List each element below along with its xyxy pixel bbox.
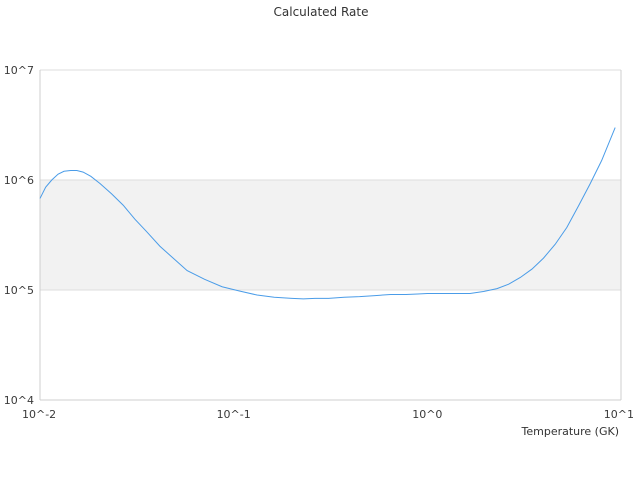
y-tick-label: 10^6 bbox=[4, 174, 34, 187]
series-layer bbox=[39, 127, 616, 300]
tick-labels: 10^-2 10^-1 10^0 10^1 10^4 10^5 10^6 10^7 bbox=[4, 64, 634, 421]
y-tick-label: 10^5 bbox=[4, 284, 34, 297]
x-tick-label: 10^1 bbox=[604, 408, 634, 421]
y-tick-label: 10^7 bbox=[4, 64, 34, 77]
x-tick-label: 10^-2 bbox=[22, 408, 56, 421]
series-line bbox=[39, 127, 616, 300]
y-tick-label: 10^4 bbox=[4, 394, 34, 407]
x-tick-label: 10^-1 bbox=[217, 408, 251, 421]
x-axis-label: Temperature (GK) bbox=[521, 425, 620, 438]
x-tick-label: 10^0 bbox=[412, 408, 442, 421]
chart-title: Calculated Rate bbox=[274, 5, 369, 19]
plot-frame bbox=[39, 70, 622, 401]
shaded-band bbox=[40, 180, 621, 290]
shaded-band-layer bbox=[40, 180, 621, 290]
